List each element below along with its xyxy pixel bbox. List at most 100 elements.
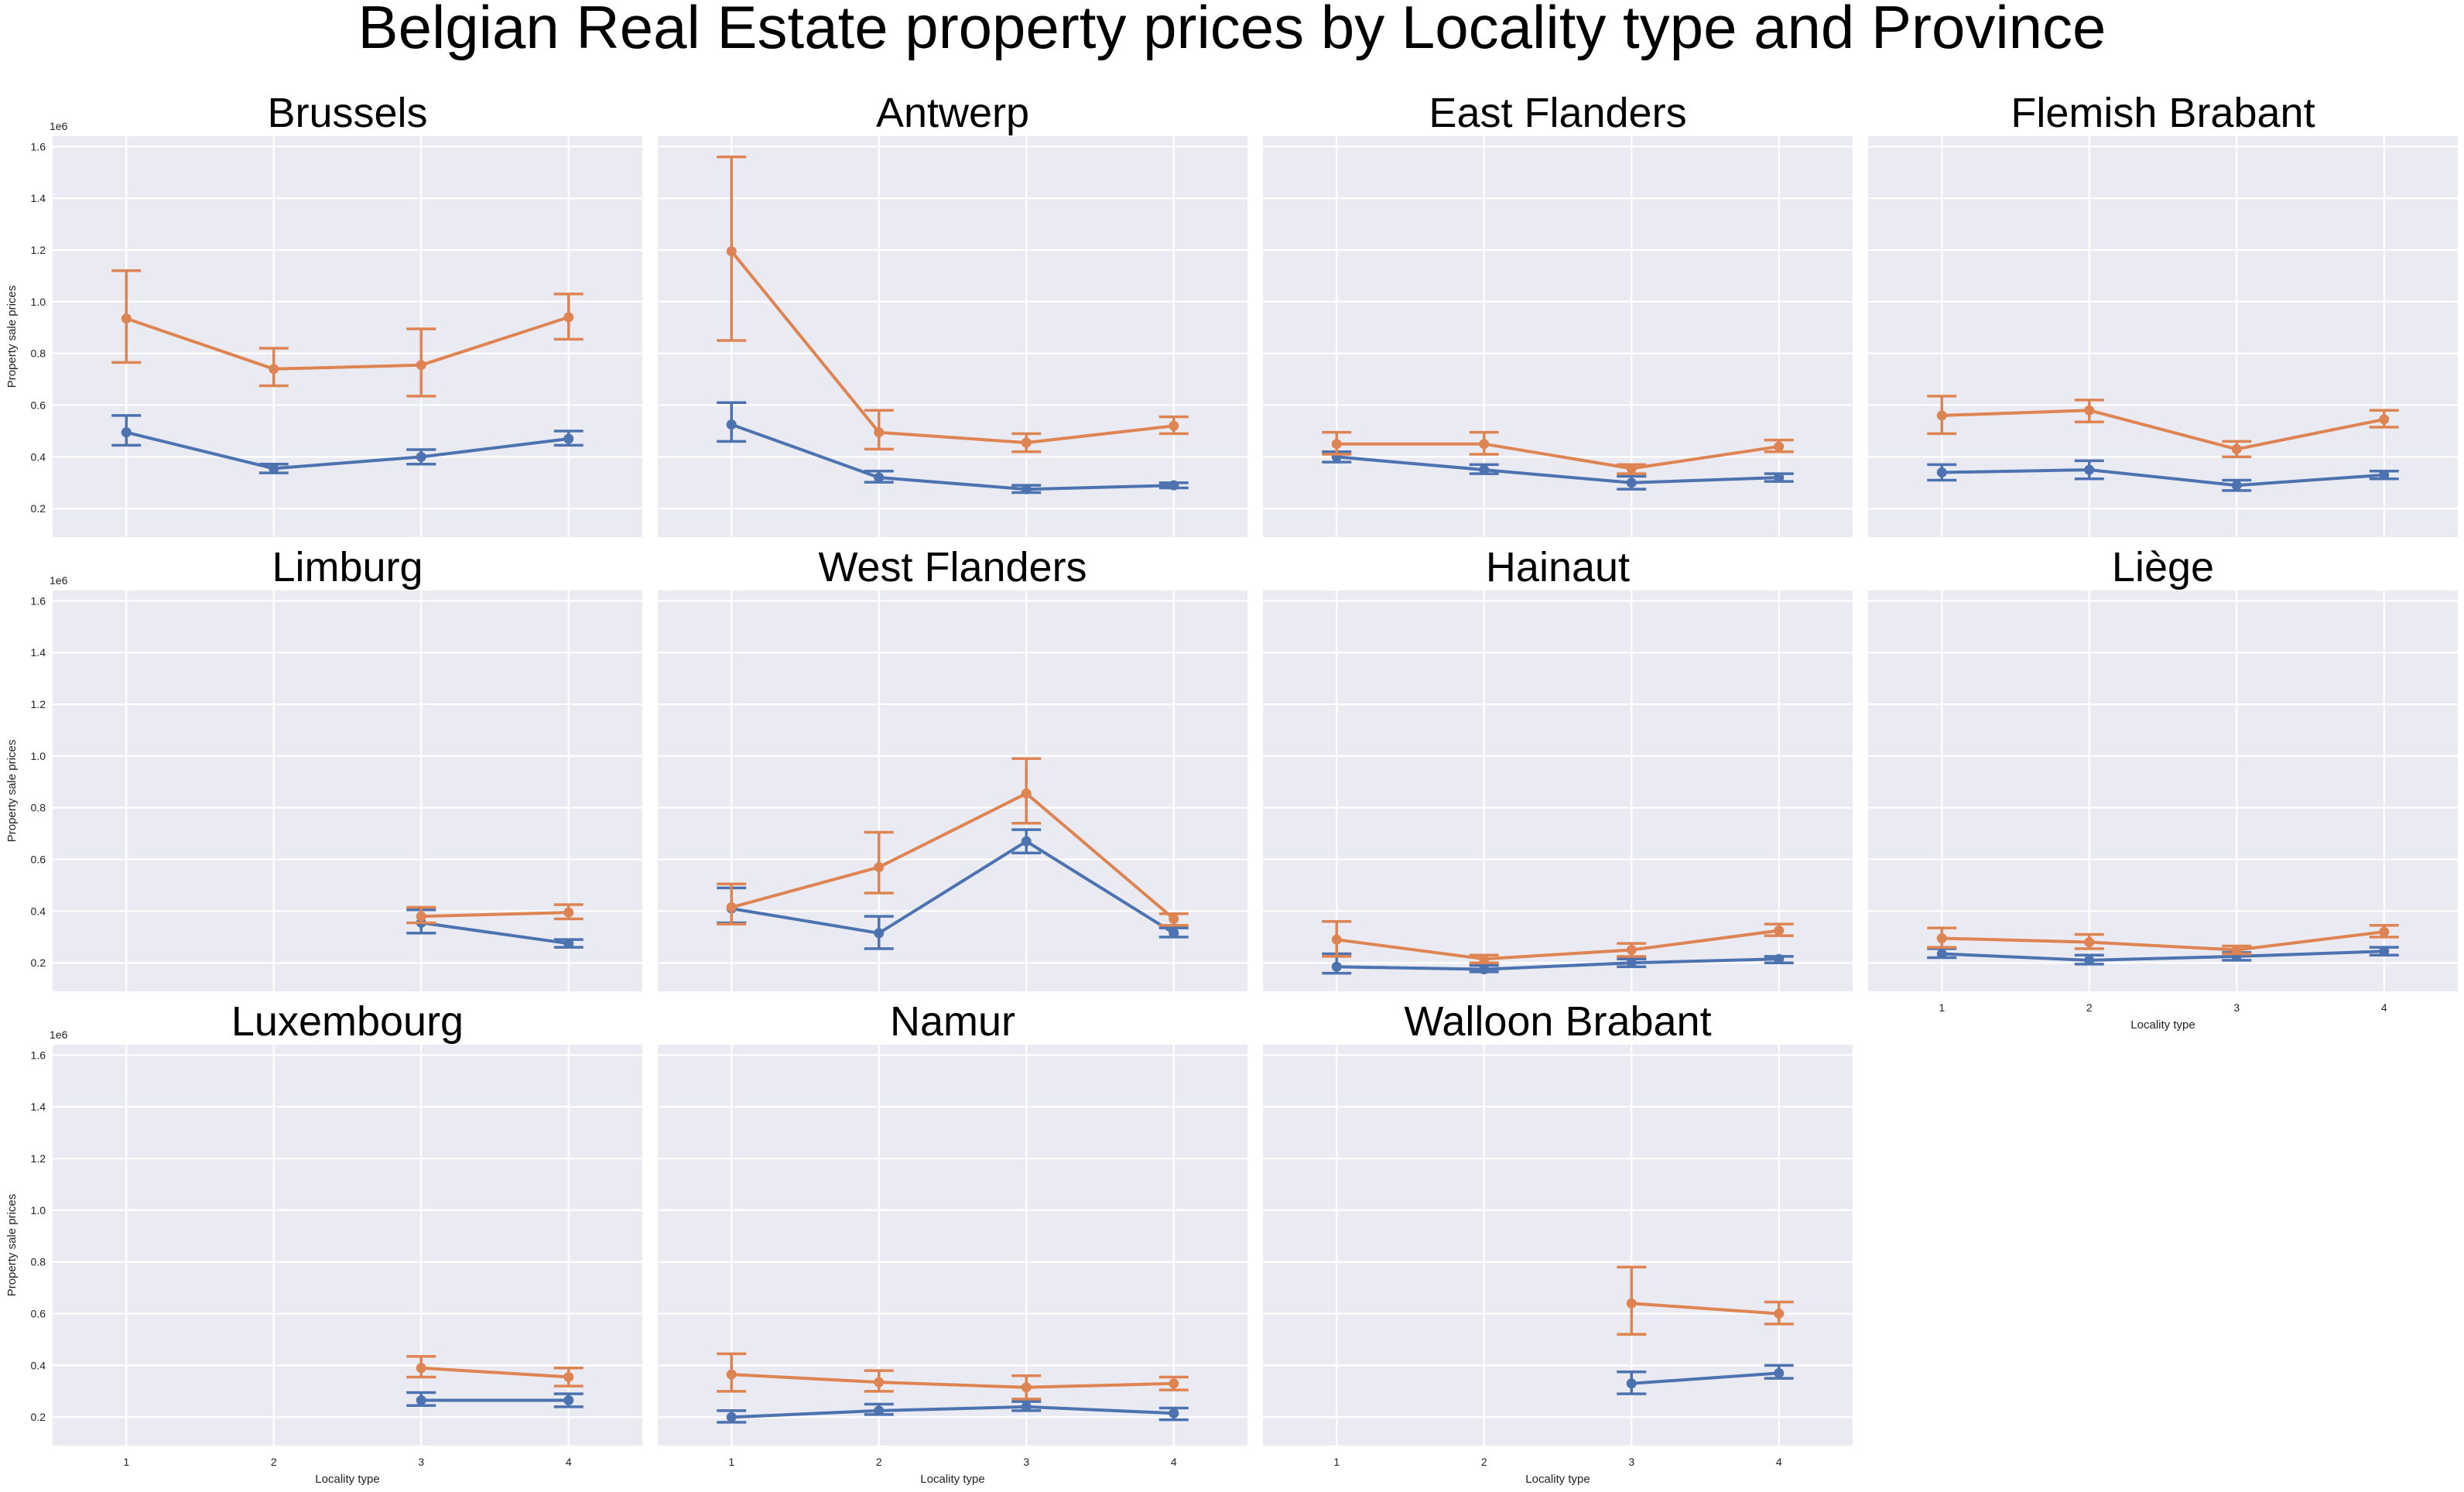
data-point [1774, 1367, 1785, 1378]
plot-background [1868, 136, 2458, 537]
y-tick-label: 1.2 [31, 244, 46, 256]
x-tick-label: 3 [2233, 1001, 2240, 1014]
y-tick-label: 0.4 [31, 905, 46, 917]
data-point [416, 1395, 426, 1406]
data-point [1331, 439, 1342, 450]
panel-title: Flemish Brabant [2011, 90, 2315, 136]
series-line [1336, 455, 1779, 484]
y-axis-label: Property sale prices [5, 1194, 19, 1297]
x-tick-label: 2 [1481, 1456, 1487, 1468]
series-line [1631, 1371, 1779, 1385]
panel-limburg: 0.2 0.4 0.6 0.8 1.0 1.2 1.4 1.6 Limburg 1e6 Proper… [5, 544, 642, 991]
y-tick-label: 0.8 [31, 1256, 46, 1268]
data-point [2379, 926, 2390, 937]
series-line [731, 792, 1176, 920]
y-tick-label: 0.4 [31, 450, 46, 463]
series-line [1631, 1302, 1779, 1316]
data-point [1021, 484, 1032, 494]
y-axis-label: Property sale prices [5, 740, 19, 843]
data-point [563, 433, 574, 444]
data-point [1626, 945, 1637, 956]
data-point [416, 911, 426, 922]
data-point [1774, 472, 1785, 483]
data-point [1169, 913, 1179, 924]
series-line [1942, 930, 2385, 952]
data-point [1936, 932, 1947, 943]
panel-title: East Flanders [1429, 90, 1686, 136]
x-tick-label: 3 [418, 1456, 424, 1468]
data-point [2084, 955, 2095, 966]
data-point [1936, 410, 1947, 421]
data-point [1479, 953, 1490, 964]
data-point [1021, 836, 1032, 847]
x-tick-label: 1 [728, 1456, 734, 1468]
figure-title: Belgian Real Estate property prices by L… [358, 0, 2106, 61]
x-tick-label: 2 [271, 1456, 277, 1468]
x-tick-label: 3 [1023, 1456, 1029, 1468]
series-1 [406, 903, 583, 925]
data-point [726, 902, 737, 912]
data-point [563, 1371, 574, 1382]
y-tick-label: 0.2 [31, 1411, 46, 1423]
data-point [874, 427, 885, 438]
x-tick-label: 4 [566, 1456, 572, 1468]
panel-east-flanders: East Flanders [1263, 90, 1853, 537]
data-point [1169, 1408, 1179, 1418]
panel-luxembourg: 0.2 0.4 0.6 0.8 1.0 1.2 1.4 1.6 Luxembourg 1e6 Pro… [5, 998, 642, 1486]
data-point [2379, 470, 2390, 481]
data-point [1169, 480, 1179, 491]
x-tick-label: 2 [2086, 1001, 2093, 1014]
y-tick-label: 0.4 [31, 1359, 46, 1371]
series-line [1942, 468, 2384, 488]
data-point [1774, 953, 1785, 964]
series-line [1336, 929, 1780, 961]
x-axis-label: Locality type [315, 1473, 379, 1486]
y-tick-label: 0.8 [31, 347, 46, 360]
y-axis-label: Property sale prices [5, 286, 19, 388]
panel-title: Walloon Brabant [1404, 998, 1711, 1045]
x-tick-label: 1 [1333, 1456, 1340, 1468]
data-point [2231, 480, 2242, 491]
data-point [416, 451, 426, 462]
data-point [269, 364, 279, 375]
series-0 [1927, 459, 2399, 492]
data-point [2084, 464, 2095, 475]
series-line [421, 1366, 569, 1379]
panel-title: West Flanders [818, 544, 1087, 590]
panel-namur: Namur 1 2 3 4 Locality type [658, 998, 1247, 1486]
data-point [1021, 788, 1032, 799]
series-line [421, 921, 570, 946]
panel-antwerp: Antwerp [658, 90, 1247, 537]
data-point [1169, 928, 1179, 939]
series-1 [111, 269, 583, 398]
y-tick-label: 1.0 [31, 750, 46, 762]
data-point [726, 1412, 737, 1422]
x-tick-label: 4 [1171, 1456, 1177, 1468]
series-0 [717, 401, 1189, 494]
panel-flemish-brabant: Flemish Brabant [1868, 90, 2458, 537]
y-tick-label: 1.4 [31, 646, 46, 659]
series-line [125, 430, 570, 471]
x-tick-label: 1 [1939, 1001, 1945, 1014]
data-point [1331, 934, 1342, 945]
y-tick-label: 1.0 [31, 1204, 46, 1217]
panel-title: Luxembourg [231, 998, 464, 1045]
series-1 [1322, 430, 1794, 475]
data-point [1626, 463, 1637, 474]
plot-background [1263, 590, 1853, 991]
x-tick-label: 4 [1776, 1456, 1782, 1468]
y-tick-label: 0.2 [31, 502, 46, 515]
series-0 [1617, 1364, 1794, 1395]
plot-background [53, 1045, 642, 1446]
panel-title: Liège [2112, 544, 2214, 590]
data-point [1936, 949, 1947, 960]
data-point [563, 1395, 574, 1406]
y-tick-label: 1.2 [31, 698, 46, 710]
series-line [421, 911, 569, 919]
y-tick-label: 1.6 [31, 140, 46, 152]
data-point [1626, 1378, 1637, 1389]
panel-walloon-brabant: Walloon Brabant 1 2 3 4 Locality type [1263, 998, 1853, 1486]
data-point [1021, 437, 1032, 448]
data-point [563, 907, 574, 918]
y-tick-label: 0.8 [31, 802, 46, 814]
